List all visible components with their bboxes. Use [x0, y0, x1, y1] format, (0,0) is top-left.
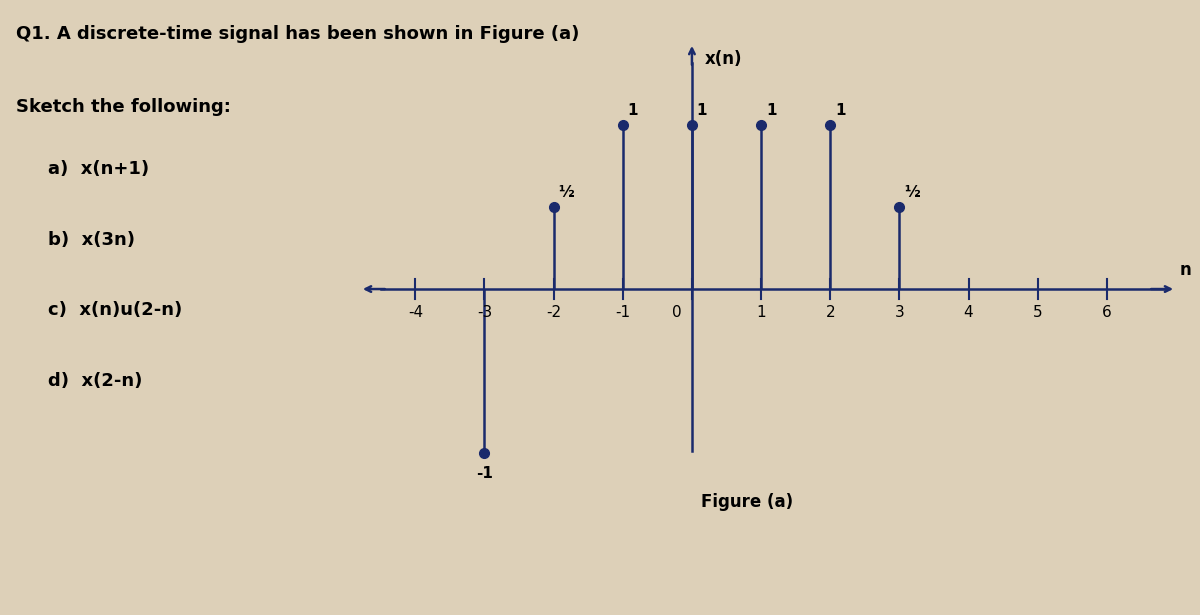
Text: 0: 0	[672, 306, 682, 320]
Text: 1: 1	[766, 103, 776, 119]
Text: Figure (a): Figure (a)	[701, 493, 793, 510]
Text: -2: -2	[546, 306, 562, 320]
Text: -3: -3	[476, 306, 492, 320]
Text: a)  x(n+1): a) x(n+1)	[48, 160, 149, 178]
Text: Q1. A discrete-time signal has been shown in Figure (a): Q1. A discrete-time signal has been show…	[16, 25, 580, 42]
Text: 1: 1	[628, 103, 638, 119]
Text: 3: 3	[894, 306, 905, 320]
Text: x(n): x(n)	[704, 50, 742, 68]
Text: d)  x(2-n): d) x(2-n)	[48, 372, 142, 390]
Text: 1: 1	[835, 103, 846, 119]
Text: -1: -1	[616, 306, 630, 320]
Text: 2: 2	[826, 306, 835, 320]
Text: 6: 6	[1102, 306, 1111, 320]
Text: c)  x(n)u(2-n): c) x(n)u(2-n)	[48, 301, 181, 319]
Text: ½: ½	[558, 186, 575, 200]
Text: n: n	[1180, 261, 1192, 279]
Text: 1: 1	[756, 306, 766, 320]
Text: 4: 4	[964, 306, 973, 320]
Text: b)  x(3n): b) x(3n)	[48, 231, 134, 248]
Text: Sketch the following:: Sketch the following:	[16, 98, 230, 116]
Text: ½: ½	[905, 186, 920, 200]
Text: -4: -4	[408, 306, 422, 320]
Text: 5: 5	[1033, 306, 1043, 320]
Text: 1: 1	[697, 103, 707, 119]
Text: -1: -1	[476, 466, 493, 481]
